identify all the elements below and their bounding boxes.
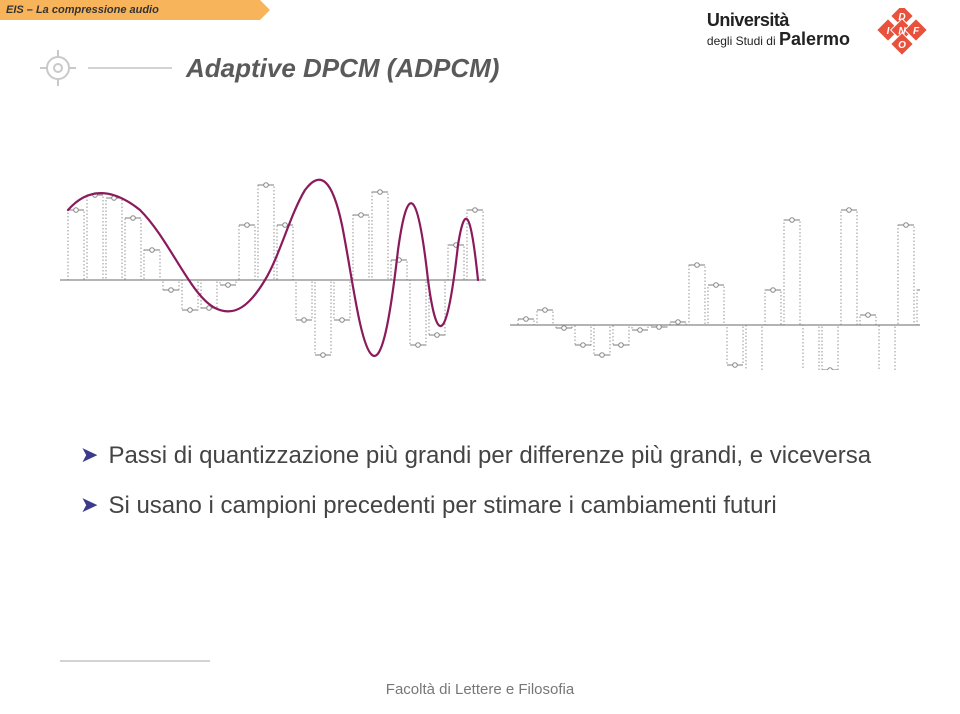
title-decor-icon [40, 50, 76, 86]
bullet-text: Si usano i campioni precedenti per stima… [108, 490, 776, 522]
arrow-icon: ➤ [80, 440, 98, 470]
dinfo-crest: DINFO [874, 8, 930, 64]
footer-divider [60, 660, 210, 662]
footer-text: Facoltà di Lettere e Filosofia [0, 681, 960, 698]
logo-line1: Università [707, 10, 789, 31]
banner-text: EIS – La compressione audio [6, 4, 159, 16]
title-bar: Adaptive DPCM (ADPCM) [40, 50, 499, 86]
svg-text:O: O [898, 40, 906, 51]
bullet-text: Passi di quantizzazione più grandi per d… [108, 440, 871, 472]
slide-title: Adaptive DPCM (ADPCM) [186, 53, 499, 84]
svg-text:F: F [913, 26, 920, 37]
logo-line2: degli Studi di Palermo [707, 29, 850, 50]
bullet-list: ➤ Passi di quantizzazione più grandi per… [80, 440, 880, 540]
title-line [88, 67, 172, 69]
university-logo: Università degli Studi di Palermo [707, 10, 850, 50]
bullet-item: ➤ Si usano i campioni precedenti per sti… [80, 490, 880, 522]
banner-tail [260, 0, 270, 20]
bullet-item: ➤ Passi di quantizzazione più grandi per… [80, 440, 880, 472]
left-chart [60, 130, 480, 360]
banner: EIS – La compressione audio [0, 0, 260, 20]
svg-text:I: I [887, 26, 890, 37]
right-chart [510, 130, 910, 360]
arrow-icon: ➤ [80, 490, 98, 520]
logo-line2-emph: Palermo [779, 29, 850, 49]
logo-line2-prefix: degli Studi di [707, 34, 776, 48]
